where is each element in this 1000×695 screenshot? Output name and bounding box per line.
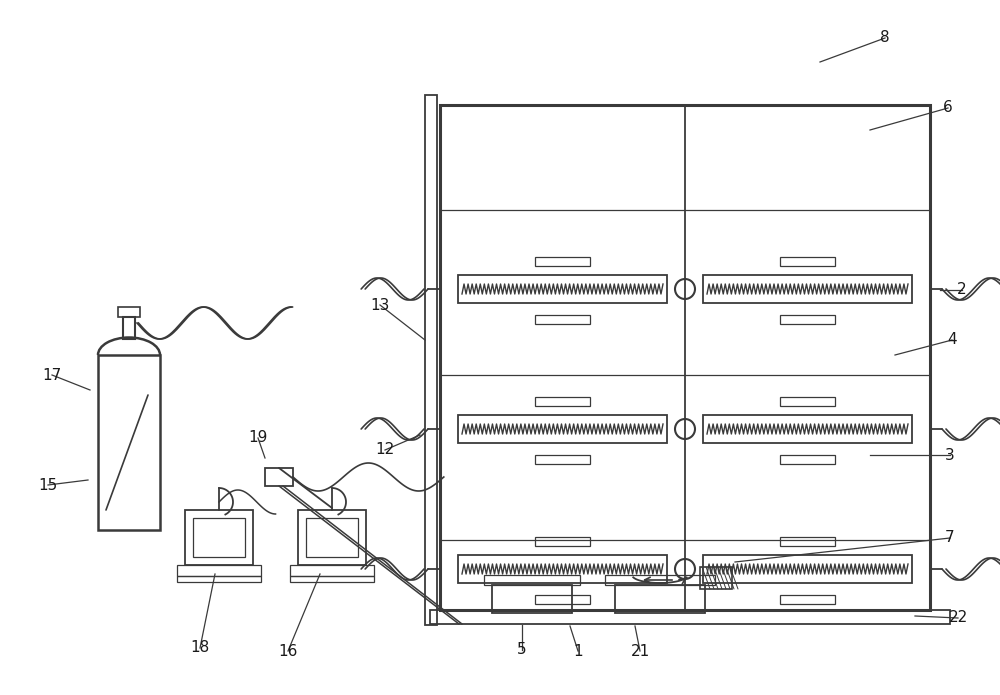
Text: 12: 12: [375, 443, 395, 457]
Text: 13: 13: [370, 297, 390, 313]
Text: 18: 18: [190, 641, 210, 655]
Bar: [535, 397, 590, 406]
Bar: [458, 555, 667, 583]
Bar: [458, 275, 667, 303]
Bar: [306, 518, 358, 557]
Bar: [700, 567, 732, 589]
Bar: [177, 576, 261, 582]
Bar: [535, 595, 590, 604]
Bar: [265, 468, 293, 486]
Bar: [535, 257, 590, 266]
Text: 3: 3: [945, 448, 955, 462]
Text: 22: 22: [948, 610, 968, 626]
Bar: [780, 397, 835, 406]
Text: 17: 17: [42, 368, 62, 382]
Text: 21: 21: [630, 644, 650, 658]
Bar: [615, 585, 705, 613]
Bar: [484, 575, 580, 585]
Bar: [185, 510, 253, 565]
Bar: [780, 537, 835, 546]
Text: 6: 6: [943, 101, 953, 115]
Bar: [123, 317, 135, 339]
Bar: [98, 355, 160, 530]
Bar: [177, 565, 261, 576]
Text: 4: 4: [947, 332, 957, 348]
Text: 2: 2: [957, 282, 967, 297]
Bar: [118, 307, 140, 317]
Bar: [535, 537, 590, 546]
Bar: [703, 415, 912, 443]
Bar: [425, 95, 437, 625]
Text: 15: 15: [38, 477, 58, 493]
Bar: [298, 510, 366, 565]
Bar: [535, 455, 590, 464]
Bar: [193, 518, 245, 557]
Bar: [440, 105, 930, 610]
Bar: [703, 555, 912, 583]
Text: 8: 8: [880, 31, 890, 45]
Text: 19: 19: [248, 430, 268, 445]
Bar: [290, 565, 374, 576]
Bar: [430, 610, 950, 624]
Bar: [780, 455, 835, 464]
Text: 16: 16: [278, 644, 298, 658]
Text: 7: 7: [945, 530, 955, 546]
Bar: [290, 576, 374, 582]
Bar: [492, 585, 572, 613]
Bar: [535, 315, 590, 324]
Bar: [780, 257, 835, 266]
Text: 1: 1: [573, 644, 583, 658]
Text: 5: 5: [517, 642, 527, 657]
Bar: [605, 575, 715, 585]
Bar: [780, 595, 835, 604]
Bar: [780, 315, 835, 324]
Bar: [458, 415, 667, 443]
Bar: [703, 275, 912, 303]
